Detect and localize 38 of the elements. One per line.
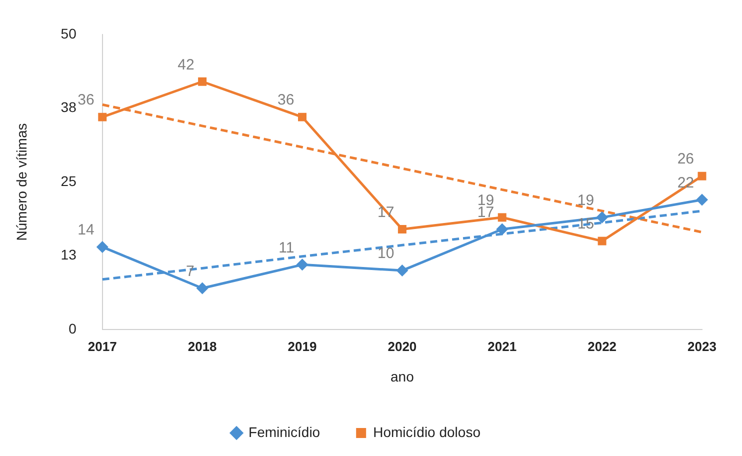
legend-label: Feminicídio <box>248 424 320 440</box>
point <box>196 282 208 294</box>
x-tick-label: 2017 <box>88 338 117 354</box>
point <box>96 240 108 253</box>
y-tick-label: 25 <box>60 172 77 189</box>
data-label: 26 <box>677 150 694 168</box>
point <box>598 236 606 246</box>
data-label: 14 <box>78 222 94 239</box>
point <box>198 77 207 86</box>
x-tick-label: 2022 <box>588 338 617 354</box>
x-tick-label: 2023 <box>688 338 716 354</box>
x-tick-label: 2020 <box>388 338 417 354</box>
x-axis-title: ano <box>390 368 414 384</box>
y-tick-label: 38 <box>60 99 77 116</box>
data-label: 36 <box>78 92 94 109</box>
y-tick-label: 0 <box>68 320 77 336</box>
x-tick-label: 2018 <box>188 338 217 354</box>
point <box>596 211 608 224</box>
y-axis-title: Número de vítimas <box>13 123 30 241</box>
data-label: 11 <box>278 239 294 256</box>
point <box>698 172 706 180</box>
point <box>496 223 508 236</box>
point <box>398 224 406 234</box>
data-label: 10 <box>378 245 394 262</box>
x-tick-label: 2021 <box>488 338 517 354</box>
data-label: 42 <box>178 56 194 74</box>
point <box>98 112 107 122</box>
y-tick-label: 13 <box>60 246 77 263</box>
point <box>498 213 506 222</box>
x-tick-label: 2019 <box>288 338 317 354</box>
point <box>298 112 306 122</box>
point <box>396 264 408 277</box>
point <box>296 258 308 271</box>
data-label: 36 <box>278 92 294 109</box>
legend-label: Homicídio doloso <box>373 424 481 440</box>
data-label: 19 <box>577 192 594 210</box>
y-tick-label: 50 <box>60 25 77 42</box>
point <box>696 194 708 206</box>
